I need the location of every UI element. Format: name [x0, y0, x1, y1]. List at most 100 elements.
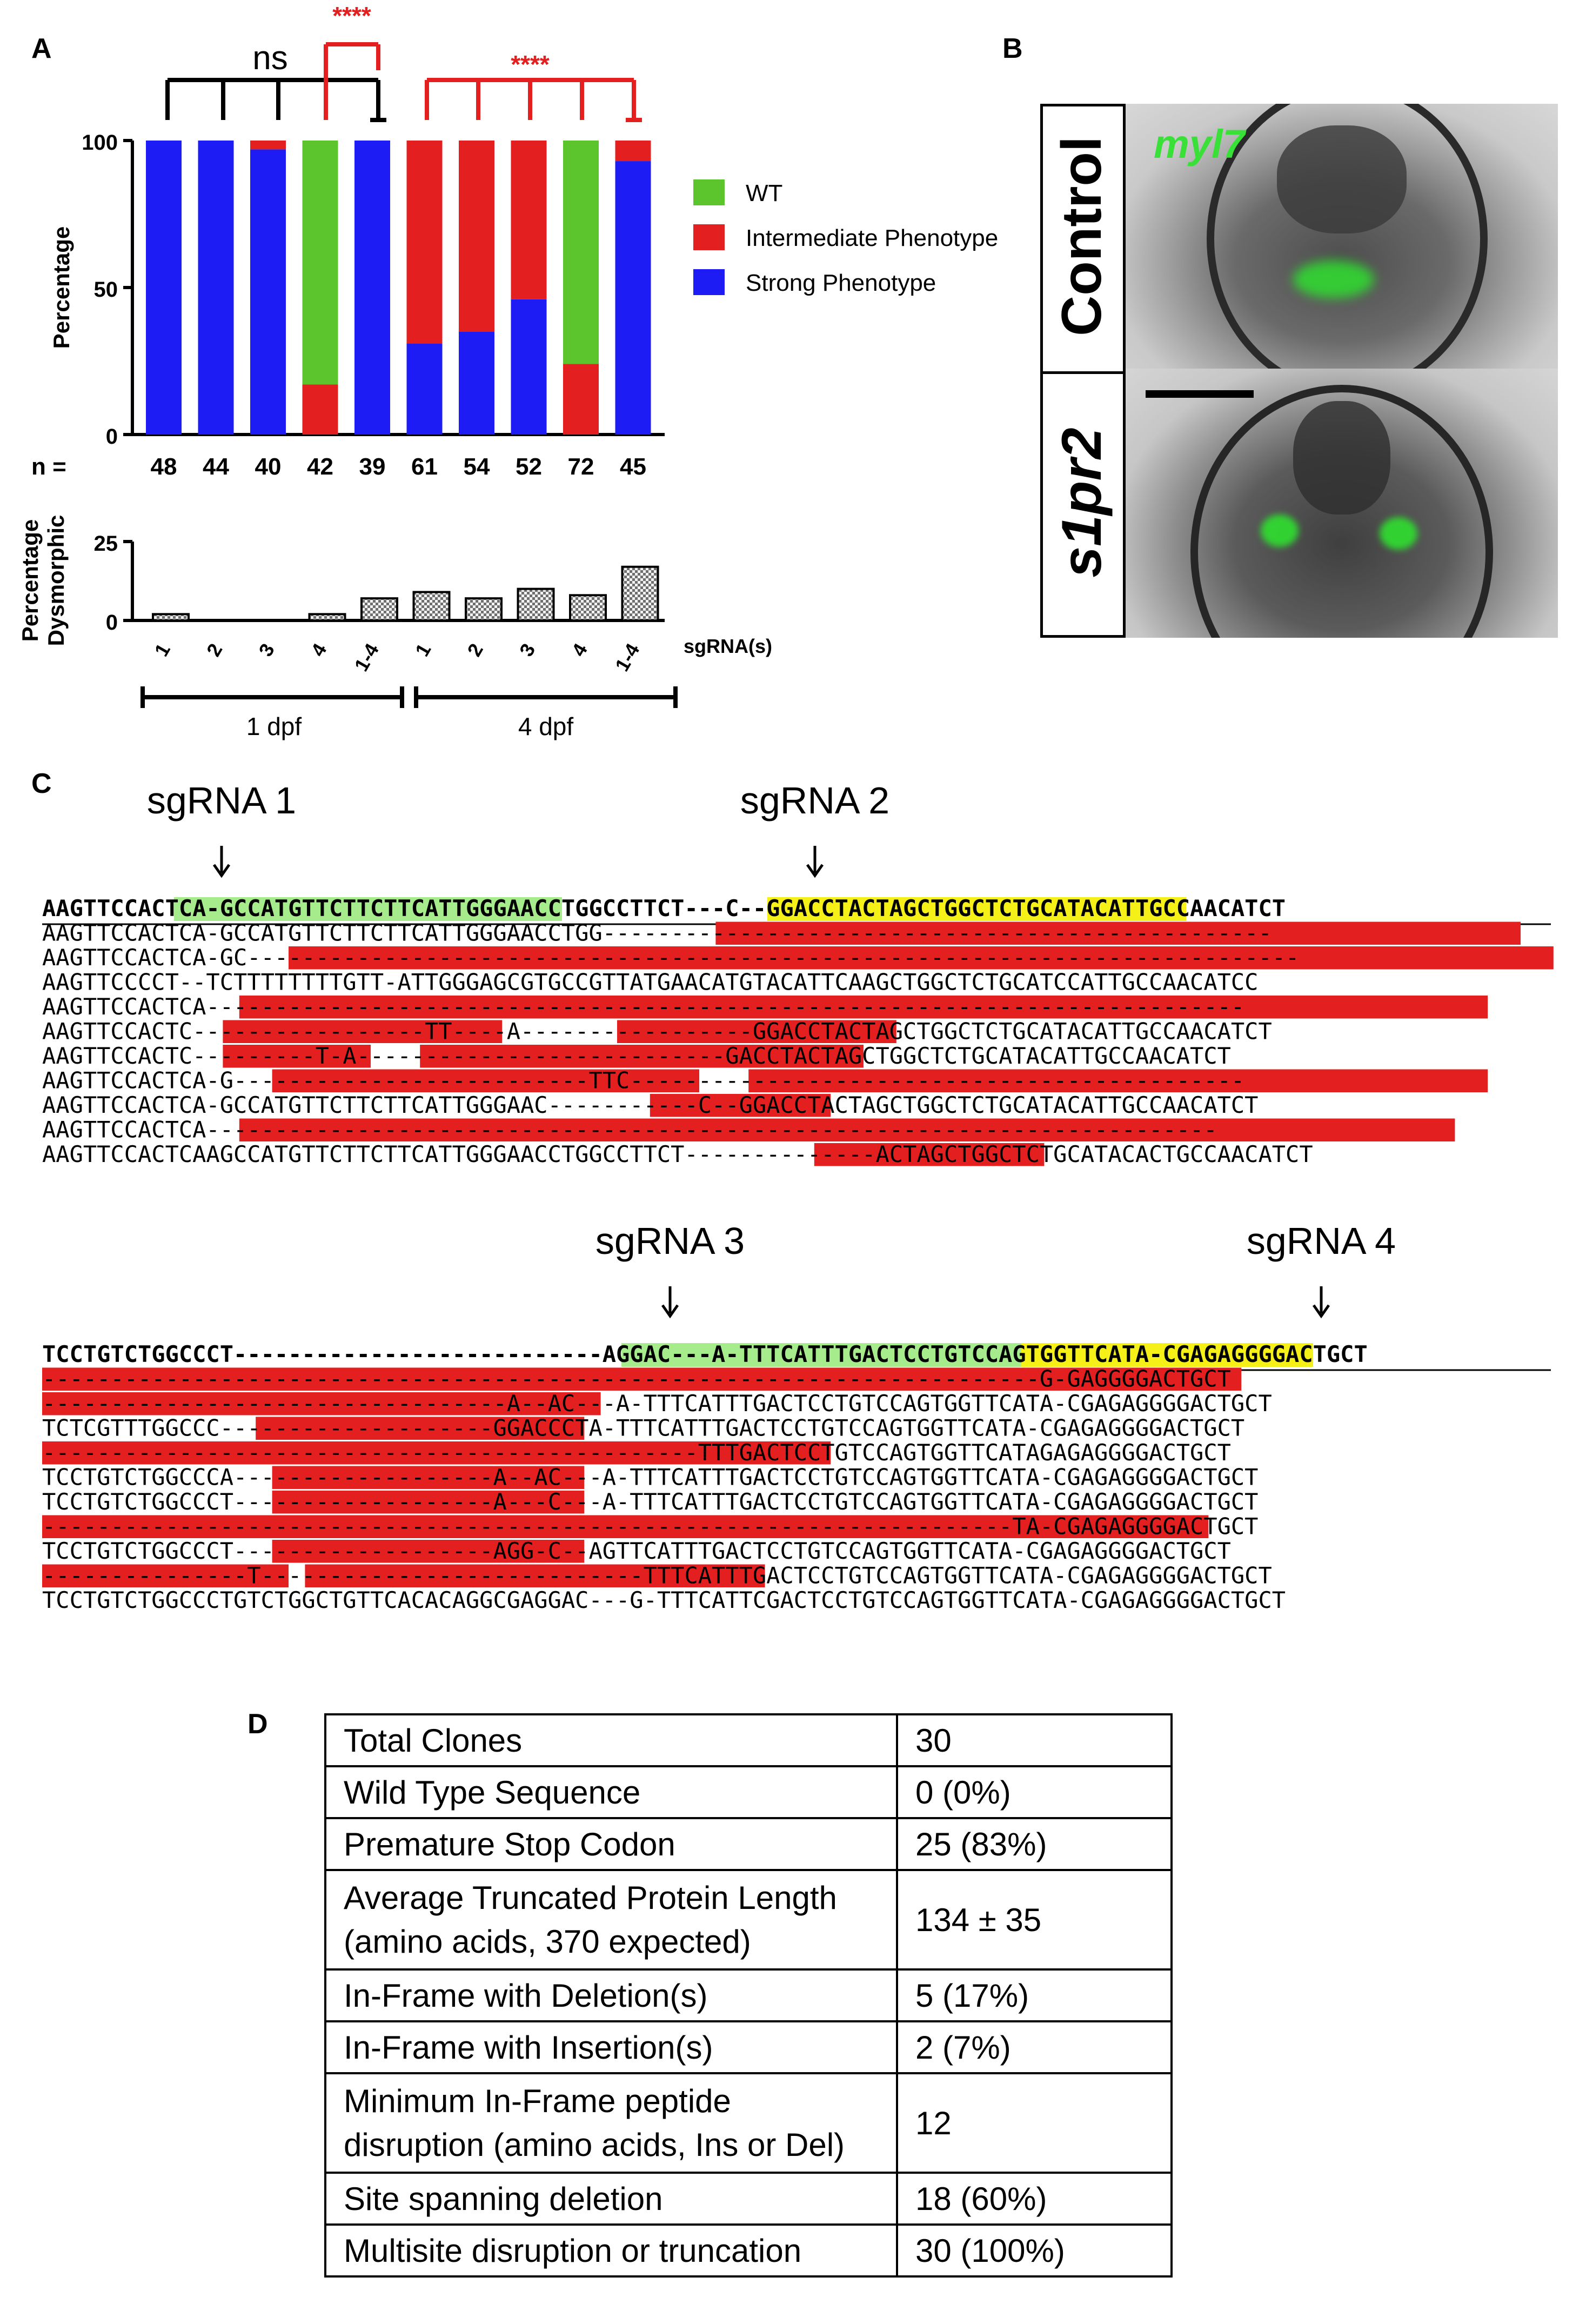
bar-9-intermediate	[563, 364, 599, 435]
bar-5-strong	[354, 141, 390, 435]
bar-3-strong	[250, 149, 286, 435]
deletion-highlight	[617, 1020, 896, 1043]
deletion-highlight	[272, 1069, 700, 1092]
clone-sequence: AAGTTCCACTCAAGCCATGTTCTTCTTCATTGGGAACCTG…	[42, 1141, 1313, 1167]
table-row: In-Frame with Deletion(s) 5 (17%)	[324, 1968, 1173, 2022]
clone-sequence: AAGTTCCACTC---------T-A-----------------…	[42, 1043, 1231, 1069]
n-value: 44	[203, 453, 229, 480]
legend-wt: WT	[746, 180, 782, 206]
bar-7-strong	[459, 331, 494, 435]
row-value: 30 (100%)	[896, 2223, 1173, 2278]
bar-9-wt	[563, 141, 599, 364]
guide-4-label: sgRNA 4	[1247, 1220, 1396, 1262]
ytick-25: 25	[94, 532, 118, 556]
bar-8-intermediate	[511, 141, 547, 299]
group-4dpf: 4 dpf	[518, 712, 574, 740]
row-label-line2: disruption (amino acids, Ins or Del)	[344, 2127, 845, 2163]
dysmorphic-bar	[412, 591, 451, 622]
deletion-highlight	[748, 1069, 1488, 1092]
deletion-highlight	[42, 1515, 1209, 1538]
clone-sequence: TCCTGTCTGGCCCTGTCTGGCTGTTCACACAGGCGAGGAC…	[42, 1587, 1286, 1613]
stars-top: ****	[332, 2, 371, 30]
marker-label: myl7	[1154, 122, 1247, 166]
deletion-highlight	[239, 996, 1488, 1019]
deletion-highlight	[814, 1143, 1045, 1166]
deletion-highlight	[42, 1564, 289, 1587]
panel-letter-a: A	[31, 33, 52, 64]
row-label: In-Frame with Insertion(s)	[324, 2020, 898, 2074]
n-value: 61	[411, 453, 438, 480]
label-control: Control	[1050, 136, 1113, 336]
n-prefix: n =	[31, 453, 66, 480]
clone-sequence: AAGTTCCACTCA-GCCATGTTCTTCTTCATTGGGAACCTG…	[42, 920, 1272, 946]
row-label-line1: Site spanning deletion	[344, 2180, 663, 2217]
bar-3-intermediate	[250, 141, 286, 150]
table-row: Minimum In-Frame peptide disruption (amin…	[324, 2072, 1173, 2174]
guide-2-label: sgRNA 2	[740, 779, 889, 822]
panel-b-label-column	[1040, 104, 1126, 638]
row-label: Premature Stop Codon	[324, 1817, 898, 1871]
deletion-highlight	[272, 1466, 585, 1489]
row-label: Multisite disruption or truncation	[324, 2223, 898, 2278]
bar-2-strong	[198, 141, 234, 435]
sgrna2-highlight	[767, 897, 1186, 921]
s1pr2-embryo-image	[1126, 369, 1558, 638]
bottom-ylabel-1: Percentage	[17, 519, 43, 642]
clone-sequence: ----------------------------------------…	[42, 1439, 1231, 1466]
legend-swatch-strong	[693, 269, 725, 295]
clone-sequence: ----------------------------------A--AC-…	[42, 1390, 1272, 1417]
dysmorphic-bar	[621, 565, 659, 622]
ytick-50: 50	[94, 278, 118, 302]
clone-sequence: TCTCGTTTGGCCC--------------------GGACCCT…	[42, 1415, 1244, 1441]
dysmorphic-bar	[465, 597, 503, 622]
row-value: 2 (7%)	[896, 2020, 1173, 2074]
sgrna1-highlight	[174, 897, 562, 921]
row-label: Site spanning deletion	[324, 2172, 898, 2226]
panel-a-chart: ns **** **** Percentage 100 50 0 n = Per…	[17, 2, 998, 740]
deletion-highlight	[42, 1441, 831, 1465]
xtick-label: 4	[306, 640, 331, 660]
xtick-label: 1	[411, 640, 436, 660]
panel-letter-c: C	[31, 768, 52, 799]
group-1dpf: 1 dpf	[246, 712, 302, 740]
table-row: Premature Stop Codon 25 (83%)	[324, 1817, 1173, 1871]
clone-sequence: ----------------------------------------…	[42, 1513, 1258, 1540]
deletion-highlight	[272, 1491, 585, 1514]
clone-sequence: AAGTTCCACTCA----------------------------…	[42, 1117, 1217, 1143]
dysmorphic-bar	[569, 594, 607, 622]
deletion-highlight	[239, 1118, 1455, 1141]
row-label-line1: Average Truncated Protein Length	[344, 1880, 837, 1916]
row-label-line1: Wild Type Sequence	[344, 1774, 641, 1811]
sgrna3-highlight	[621, 1343, 1021, 1367]
summary-table: Total Clones 30 Wild Type Sequence 0 (0%) Pr…	[324, 1713, 1173, 2278]
row-label: In-Frame with Deletion(s)	[324, 1968, 898, 2022]
clone-sequence: AAGTTCCCCT--TCTTTTTTTTGTT-ATTGGGAGCGTGCC…	[42, 969, 1258, 996]
guide-3-label: sgRNA 3	[595, 1220, 745, 1262]
panel-b-labels: myl7 Control s1pr2	[1050, 122, 1247, 578]
row-label-line1: Multisite disruption or truncation	[344, 2232, 802, 2269]
row-label: Total Clones	[324, 1713, 898, 1767]
control-embryo-image	[1126, 104, 1558, 369]
row-value: 5 (17%)	[896, 1968, 1173, 2022]
row-label-line1: In-Frame with Deletion(s)	[344, 1977, 708, 2014]
row-value: 18 (60%)	[896, 2172, 1173, 2226]
row-label: Minimum In-Frame peptide disruption (amin…	[324, 2072, 898, 2174]
xtick-label: 1	[150, 640, 175, 660]
bar-10-intermediate	[615, 141, 651, 162]
clone-sequence: TCCTGTCTGGCCCT-------------------AGG-C--…	[42, 1538, 1231, 1564]
row-label: Average Truncated Protein Length (amino a…	[324, 1869, 898, 1971]
n-value: 48	[151, 453, 177, 480]
bottom-xlabel: sgRNA(s)	[684, 635, 772, 657]
table-row: Average Truncated Protein Length (amino a…	[324, 1869, 1173, 1971]
legend-strong: Strong Phenotype	[746, 270, 936, 296]
row-label: Wild Type Sequence	[324, 1765, 898, 1819]
clone-sequence: TCCTGTCTGGCCCT-------------------A---C--…	[42, 1488, 1258, 1515]
n-value: 54	[464, 453, 490, 480]
ytick-0b: 0	[106, 611, 118, 635]
clone-sequence: ----------------------------------------…	[42, 1366, 1231, 1392]
n-value: 52	[516, 453, 542, 480]
deletion-highlight	[289, 946, 1554, 970]
reference-sequence: TCCTGTCTGGCCCT--------------------------…	[42, 1341, 1368, 1367]
ns-label: ns	[252, 39, 287, 77]
sgrna4-highlight	[1021, 1343, 1313, 1367]
